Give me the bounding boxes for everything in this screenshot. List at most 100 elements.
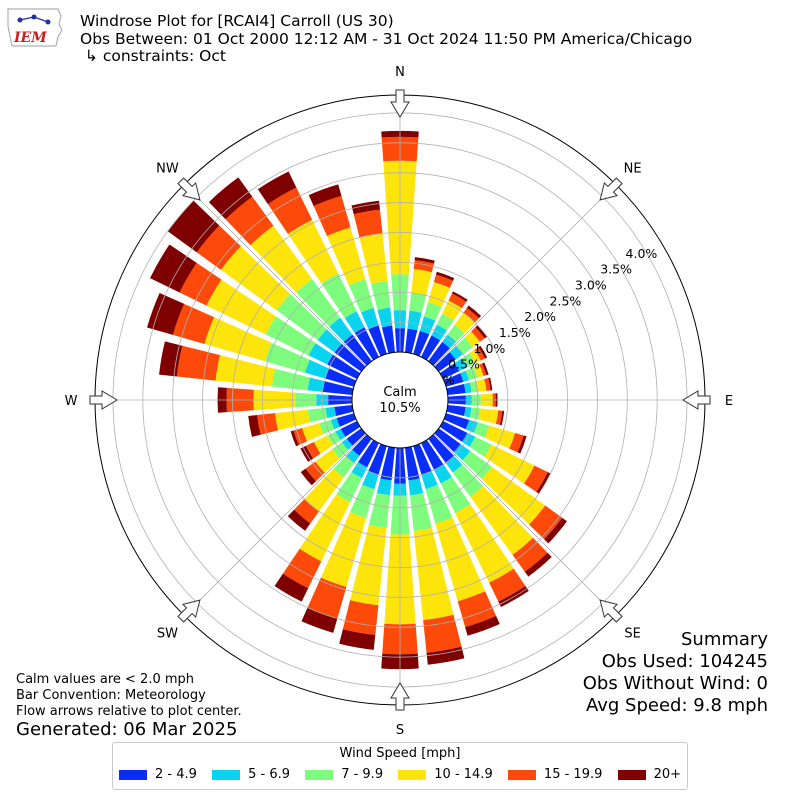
windrose-bar-segment	[489, 568, 526, 602]
windrose-bar-segment	[352, 434, 372, 456]
speed-legend: Wind Speed [mph] 2 - 4.9 5 - 6.9 7 - 9.9…	[112, 742, 688, 790]
windrose-bar-segment	[282, 548, 322, 589]
windrose-bar-segment	[454, 358, 468, 372]
radial-tick-label: 1.5%	[499, 325, 531, 340]
legend-swatch	[119, 769, 147, 780]
windrose-bar-segment	[225, 196, 274, 246]
iem-logo: IEM	[7, 8, 63, 47]
flow-arrow-shape	[682, 390, 711, 410]
windrose-bar-segment	[304, 468, 344, 512]
windrose-bar-segment	[272, 368, 310, 391]
windrose-bar-segment	[336, 413, 357, 427]
calm-value: 10.5%	[379, 401, 420, 416]
windrose-bar-segment	[544, 517, 567, 544]
radial-tick-label: 1.0%	[474, 341, 506, 356]
windrose-bar-segment	[462, 432, 476, 447]
windrose-bar-segment	[470, 486, 533, 555]
windrose-bar-segment	[484, 444, 535, 484]
windrose-bar-segment	[206, 279, 276, 335]
windrose-bar-segment	[475, 378, 487, 392]
windrose-bar-segment	[302, 423, 324, 442]
flow-arrow-shape	[599, 177, 623, 201]
compass-label-se: SE	[624, 627, 640, 642]
legend-label: 5 - 6.9	[248, 767, 290, 782]
windrose-bar-segment	[414, 257, 435, 264]
windrose-bar-segment	[421, 335, 441, 361]
windrose-bar-segment	[455, 504, 514, 583]
windrose-bar-segment	[462, 353, 476, 368]
windrose-bar-segment	[371, 280, 391, 310]
windrose-bar-segment	[305, 461, 325, 482]
calm-definition-note: Calm values are < 2.0 mph	[16, 672, 195, 687]
windrose-bar-segment	[359, 233, 388, 284]
windrose-bar-segment	[451, 291, 468, 302]
windrose-bar-segment	[449, 345, 464, 360]
radial-tick-label: 4.0%	[626, 246, 658, 261]
windrose-bar-segment	[176, 345, 221, 381]
windrose-bar-segment	[408, 478, 424, 496]
windrose-bar-segment	[313, 435, 333, 454]
flow-arrow-shape	[177, 177, 201, 201]
windrose-bar-segment	[499, 410, 505, 426]
windrose-bar-segment	[215, 355, 276, 387]
windrose-bar-segment	[407, 310, 422, 331]
windrose-bar-segment	[469, 349, 481, 364]
flow-arrow-icon	[682, 390, 711, 410]
windrose-bar-segment	[299, 494, 351, 562]
windrose-bar-segment	[307, 377, 325, 392]
summary-title: Summary	[681, 629, 768, 650]
windrose-bar-segment	[409, 292, 427, 313]
windrose-bar-segment	[447, 324, 465, 342]
compass-label-sw: SW	[157, 627, 178, 642]
legend-item: 7 - 9.9	[305, 767, 383, 782]
windrose-bar-segment	[339, 629, 376, 650]
windrose-bar-segment	[446, 384, 466, 395]
flow-arrow-shape	[89, 390, 118, 410]
windrose-bar-segment	[361, 307, 379, 329]
windrose-bar-segment	[267, 187, 313, 234]
grid-spoke	[184, 184, 367, 367]
windrose-bar-segment	[264, 342, 310, 373]
windrose-bar-segment	[333, 456, 355, 478]
windrose-bar-segment	[434, 464, 452, 484]
flow-arrow-shape	[390, 682, 410, 711]
flow-arrow-icon	[390, 682, 410, 711]
windrose-bar-segment	[473, 422, 490, 438]
windrose-bar-segment	[257, 413, 279, 435]
windrose-bar-segment	[167, 200, 220, 253]
compass-label-n: N	[395, 65, 405, 80]
chart-subtitle-period: Obs Between: 01 Oct 2000 12:12 AM - 31 O…	[80, 30, 693, 48]
flow-arrow-shape	[390, 89, 410, 118]
windrose-bar-segment	[351, 462, 368, 479]
windrose-bar-segment	[466, 305, 482, 319]
windrose-bar-segment	[305, 359, 329, 379]
windrose-bar-segment	[495, 410, 503, 425]
windrose-bar-segment	[341, 438, 353, 450]
legend-label: 10 - 14.9	[434, 767, 493, 782]
windrose-bar-segment	[443, 373, 464, 387]
windrose-bar-segment	[340, 421, 361, 437]
windrose-bar-segment	[377, 307, 393, 328]
radial-tick-label: 3.0%	[575, 278, 607, 293]
windrose-bar-segment	[325, 368, 357, 387]
grid-ring	[261, 261, 539, 539]
windrose-bar-segment	[469, 381, 478, 393]
legend-item: 2 - 4.9	[119, 767, 197, 782]
windrose-bar-segment	[428, 434, 455, 464]
radial-tick-label: 0.5%	[448, 357, 480, 372]
windrose-bar-segment	[250, 225, 313, 293]
windrose-bar-segment	[411, 269, 432, 296]
chart-subtitle-constraints: ↳ constraints: Oct	[80, 47, 226, 65]
flow-arrow-shape	[177, 599, 201, 623]
windrose-bar-segment	[354, 327, 379, 361]
windrose-bar-segment	[208, 177, 253, 220]
legend-label: 20+	[653, 767, 681, 782]
windrose-bar-segment	[428, 282, 450, 308]
windrose-bar-segment	[330, 418, 340, 430]
legend-title: Wind Speed [mph]	[339, 746, 461, 761]
windrose-bar-segment	[463, 382, 472, 394]
windrose-bar-segment	[334, 405, 354, 416]
windrose-bar-segment	[344, 311, 365, 333]
windrose-bar-segment	[442, 300, 462, 321]
windrose-bar-segment	[498, 585, 529, 607]
